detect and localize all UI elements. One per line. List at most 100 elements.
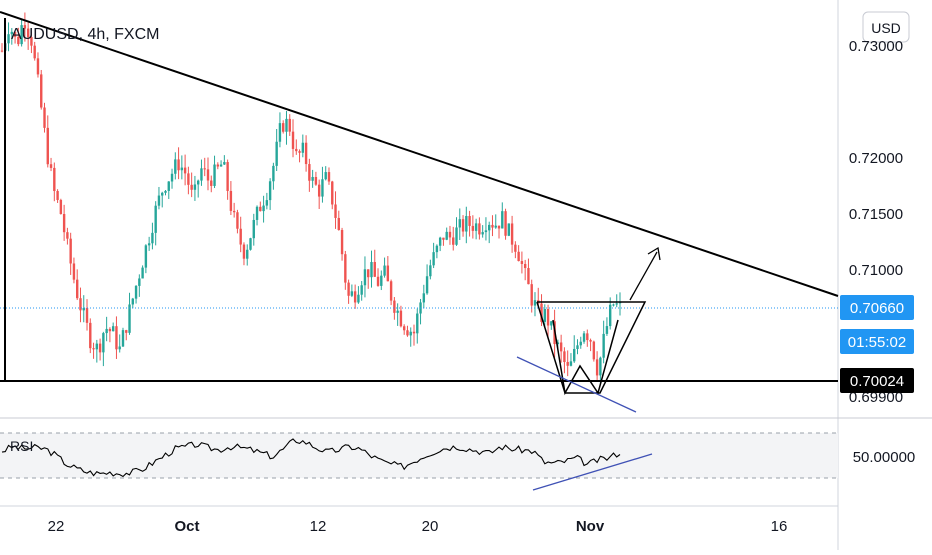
candle-body-126: [412, 331, 416, 334]
time-tick-3: 20: [422, 518, 439, 535]
candle-body-52: [170, 173, 174, 182]
candle-body-38: [125, 330, 128, 333]
candle-body-115: [376, 276, 380, 286]
candle-body-63: [206, 169, 210, 181]
candle-body-138: [452, 237, 455, 245]
candle-body-34: [111, 326, 115, 332]
candle-body-158: [517, 251, 520, 262]
candle-body-83: [272, 165, 275, 182]
candle-body-160: [523, 263, 527, 269]
pattern-w-shape: [552, 319, 619, 396]
candle-body-137: [448, 231, 452, 238]
candle-body-155: [507, 223, 511, 236]
chart-title: AUDUSD, 4h, FXCM: [11, 26, 159, 43]
candle-body-163: [533, 300, 537, 306]
candle-body-146: [478, 223, 481, 235]
candle-body-120: [393, 300, 396, 313]
candle-body-139: [455, 227, 458, 245]
candle-body-73: [239, 228, 242, 245]
candle-body-161: [527, 268, 530, 285]
candle-body-47: [154, 205, 157, 233]
descending-trendline: [0, 11, 839, 297]
candle-body-105: [344, 254, 347, 283]
candle-body-110: [360, 285, 363, 295]
candle-body-23: [76, 279, 79, 299]
candle-body-12: [40, 74, 43, 108]
candle-body-134: [438, 237, 442, 246]
candle-body-141: [461, 219, 465, 232]
candle-body-94: [308, 164, 311, 181]
candle-body-129: [422, 293, 426, 303]
candle-body-112: [367, 269, 370, 278]
candle-body-104: [340, 229, 344, 255]
rsi-tick-0: 50.00000: [853, 449, 916, 466]
candle-body-35: [115, 326, 118, 350]
candle-body-44: [144, 245, 148, 268]
candle-body-171: [559, 342, 563, 352]
candle-body-81: [265, 200, 269, 206]
candle-body-46: [151, 232, 154, 244]
candle-body-162: [530, 284, 533, 306]
candle-body-116: [380, 275, 383, 286]
candle-body-117: [383, 265, 386, 276]
candle-body-14: [46, 127, 49, 165]
candle-body-27: [89, 322, 92, 349]
candle-body-26: [85, 308, 89, 323]
candle-body-45: [147, 243, 151, 246]
time-tick-5: 16: [771, 518, 788, 535]
candle-body-188: [615, 303, 618, 305]
candle-body-86: [282, 123, 285, 132]
candle-body-95: [311, 176, 314, 181]
candle-body-42: [138, 278, 141, 286]
candle-body-13: [43, 107, 46, 128]
time-tick-4: Nov: [576, 518, 605, 535]
countdown-badge: [840, 329, 914, 354]
candle-body-85: [278, 123, 282, 142]
candle-body-25: [82, 308, 85, 311]
price-tick-4: 0.69900: [849, 389, 903, 406]
candle-body-90: [295, 148, 298, 152]
candle-body-41: [134, 285, 138, 299]
currency-button[interactable]: [862, 11, 910, 43]
candle-body-71: [232, 210, 236, 213]
candle-body-8: [26, 28, 30, 38]
candle-body-76: [249, 238, 252, 250]
candle-body-100: [327, 172, 331, 182]
candle-body-176: [576, 345, 579, 349]
candle-body-136: [445, 231, 448, 240]
candle-body-72: [236, 212, 239, 229]
candle-body-179: [586, 333, 589, 341]
candle-body-167: [546, 309, 550, 326]
candle-body-62: [203, 168, 206, 170]
candle-body-132: [432, 252, 435, 266]
candle-body-70: [229, 190, 233, 211]
candle-body-109: [357, 294, 360, 303]
candle-body-170: [556, 342, 560, 345]
candle-body-182: [595, 359, 599, 376]
rsi-label: RSI: [10, 438, 33, 454]
candle-body-69: [226, 162, 229, 191]
candle-body-165: [540, 303, 543, 322]
candle-body-4: [13, 31, 17, 37]
candle-body-7: [23, 25, 27, 29]
time-tick-1: Oct: [174, 518, 199, 535]
candle-body-17: [56, 191, 59, 200]
candle-body-40: [131, 298, 134, 305]
candle-body-80: [262, 205, 265, 212]
lower-trendline: [516, 356, 637, 413]
candle-body-3: [10, 31, 14, 35]
candle-body-130: [425, 276, 429, 294]
candle-body-31: [102, 333, 105, 353]
time-axis-ticks: 22 Oct 12 20 Nov 16: [48, 518, 788, 535]
candle-body-28: [92, 348, 95, 350]
candle-body-65: [213, 164, 216, 186]
candle-body-127: [416, 313, 419, 334]
candle-body-122: [399, 310, 403, 327]
rsi-group: [1, 438, 621, 478]
candle-body-103: [337, 217, 340, 230]
candle-body-156: [510, 223, 514, 245]
candle-body-124: [406, 330, 409, 336]
candle-body-150: [491, 224, 494, 228]
candle-body-166: [543, 309, 546, 322]
